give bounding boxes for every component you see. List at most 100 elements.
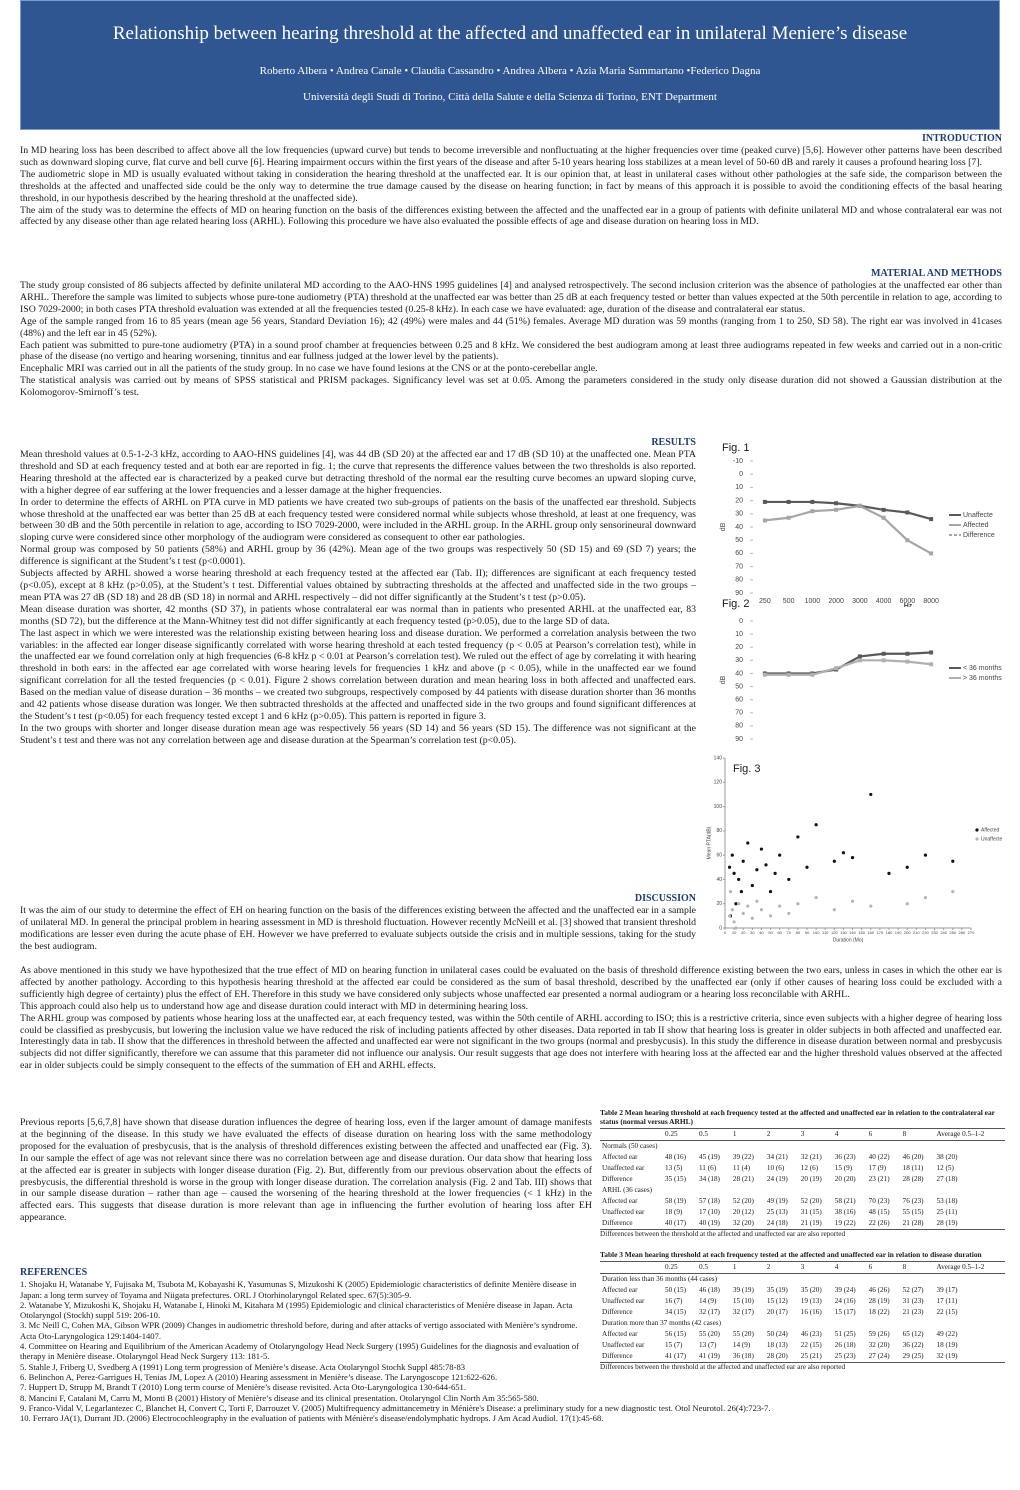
y-tick-label: 70 <box>735 563 743 570</box>
data-point <box>810 509 815 514</box>
table-cell: 20 (12) <box>732 1208 754 1216</box>
data-point <box>887 871 891 875</box>
legend-swatch <box>975 828 979 832</box>
x-tick-label: 170 <box>877 930 884 935</box>
table: Table 2 Mean hearing threshold at each f… <box>600 1108 1005 1239</box>
data-point <box>834 666 839 671</box>
data-point <box>857 658 862 663</box>
table-header-cell: 0.5 <box>696 1261 731 1274</box>
reference: 4. Committee on Hearing and Equilibrium … <box>20 1341 580 1362</box>
table-cell: 34 (15) <box>665 1308 687 1316</box>
legend-label: > 36 months <box>963 675 1002 682</box>
table-cell: 32 (20) <box>732 1219 754 1227</box>
data-point <box>814 896 818 900</box>
table-cell: 41 (17) <box>665 1352 687 1360</box>
data-point <box>834 507 839 512</box>
data-point <box>796 835 800 839</box>
table-cell: 21 (19) <box>800 1219 822 1227</box>
y-tick-label: 20 <box>735 644 743 651</box>
paragraph: The audiometric slope in MD is usually e… <box>20 168 1002 204</box>
table-cell: Difference <box>602 1308 633 1316</box>
data-point <box>730 908 734 912</box>
table-row: Affected ear 48 (16) 45 (19) 39 (22) 34 (21)… <box>600 1152 1005 1163</box>
paragraph: Normal group was composed by 50 patients… <box>20 544 696 568</box>
table-cell: 20 (20) <box>834 1175 856 1183</box>
data-point <box>929 650 934 655</box>
paragraph: This approach could also help us to unde… <box>20 1000 528 1012</box>
table-cell: 39 (24) <box>834 1286 856 1294</box>
data-point <box>773 871 777 875</box>
table-row: Difference 41 (17) 41 (19) 36 (18) 28 (20) 25… <box>600 1351 1005 1363</box>
table-cell: 41 (19) <box>698 1352 720 1360</box>
data-point <box>929 662 934 667</box>
data-point <box>732 920 736 924</box>
table-header-cell <box>600 1128 664 1141</box>
data-point <box>869 904 873 908</box>
table-cell: 28 (19) <box>936 1219 958 1227</box>
table-cell: 10 (6) <box>766 1164 785 1172</box>
x-tick-label: 0 <box>724 930 727 935</box>
legend-label: Affected <box>981 827 999 833</box>
table-cell: 15 (12) <box>766 1297 788 1305</box>
legend-label: Affected <box>963 522 989 529</box>
table-cell: 76 (23) <box>902 1197 924 1205</box>
table-cell: 25 (13) <box>766 1208 788 1216</box>
table-header-cell: 4 <box>832 1128 867 1141</box>
table-row: Affected ear 56 (15) 55 (20) 55 (20) 50 (24)… <box>600 1329 1005 1340</box>
y-tick-label: 40 <box>716 877 722 883</box>
table-cell: 24 (19) <box>766 1175 788 1183</box>
table-cell: 13 (7) <box>698 1341 717 1349</box>
group-label: Duration more than 37 months (42 cases) <box>602 1319 721 1327</box>
table-cell: 52 (27) <box>902 1286 924 1294</box>
y-tick-label: 10 <box>735 631 743 638</box>
data-point <box>750 883 754 888</box>
table-cell: 39 (22) <box>732 1153 754 1161</box>
table-cell: Unaffected ear <box>602 1341 645 1349</box>
data-point <box>750 916 754 920</box>
data-point <box>857 503 862 508</box>
table-cell: 32 (17) <box>698 1308 720 1316</box>
table-cell: 21 (28) <box>902 1219 924 1227</box>
section: As above mentioned in this study we have… <box>20 965 1002 1072</box>
table-cell: 45 (19) <box>698 1153 720 1161</box>
table-cell: 50 (24) <box>766 1330 788 1338</box>
x-tick-label: 1000 <box>805 598 821 605</box>
data-point <box>734 926 738 930</box>
data-point <box>759 908 764 912</box>
reference: 1. Shojaku H, Watanabe Y, Fujisaka M, Ts… <box>20 1279 577 1300</box>
data-point <box>786 515 791 520</box>
x-tick-label: 230 <box>931 930 938 935</box>
table-cell: 24 (18) <box>766 1219 788 1227</box>
table-cell: 22 (15) <box>800 1341 822 1349</box>
table-cell: 15 (17) <box>834 1308 856 1316</box>
x-axis-label: Duration (Mo) <box>833 937 864 943</box>
reference: 10. Ferraro JA(1), Durrant JD. (2006) El… <box>20 1413 604 1424</box>
table-cell: 46 (18) <box>698 1286 720 1294</box>
references: REFERENCES 1. Shojaku H, Watanabe Y, Fuji… <box>20 1267 1000 1424</box>
paragraph: In MD hearing loss has been described to… <box>20 145 1002 168</box>
data-point <box>762 518 767 523</box>
table-cell: 12 (5) <box>936 1164 954 1172</box>
table-cell: 31 (23) <box>902 1297 924 1305</box>
table-row: Normals (50 cases) <box>600 1141 1005 1153</box>
data-point <box>746 904 750 908</box>
reference: 3. Mc Neill C, Cohen MA, Gibson WPR (200… <box>20 1320 578 1341</box>
x-tick-label: 120 <box>831 930 838 935</box>
table-cell: 48 (15) <box>868 1208 890 1216</box>
table-cell: 46 (26) <box>868 1286 890 1294</box>
x-tick-label: 250 <box>949 930 956 935</box>
data-point <box>929 517 934 522</box>
paragraph: In the two groups with shorter and longe… <box>20 722 696 746</box>
table-caption: Table 2 Mean hearing threshold at each f… <box>600 1108 995 1126</box>
figure: dB -10 0 10 20 30 40 50 60 70 80 90 250 500 1000 2000 30… <box>720 458 995 607</box>
table-cell: 19 (13) <box>800 1297 822 1305</box>
table-cell: Affected ear <box>602 1330 638 1338</box>
data-point <box>810 672 815 677</box>
y-tick-label: 70 <box>735 710 743 717</box>
table-cell: 22 (15) <box>936 1308 958 1316</box>
data-point <box>850 899 855 903</box>
table-cell: 27 (18) <box>936 1175 958 1183</box>
data-point <box>869 792 873 797</box>
reference: 8. Mancini F, Catalani M, Carru M, Monti… <box>20 1392 539 1403</box>
